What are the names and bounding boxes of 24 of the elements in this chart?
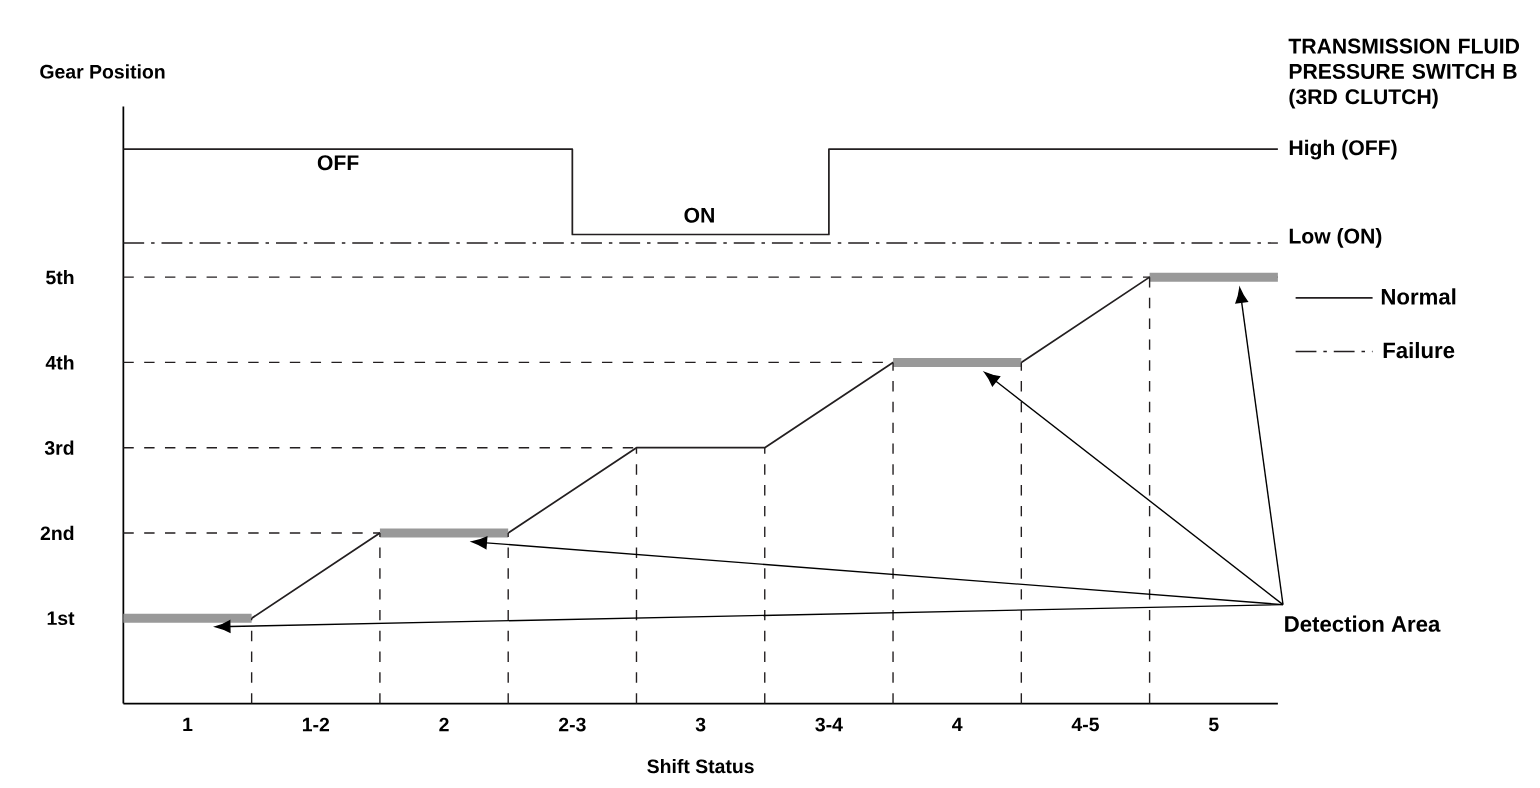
x-tick-label: 4: [952, 717, 963, 731]
x-tick-label: 5: [1208, 717, 1219, 731]
x-tick-label: 3-4: [815, 717, 843, 732]
text: Low (ON): [1289, 227, 1382, 248]
annotation: OFF: [317, 154, 359, 170]
x-tick-label: 1: [183, 717, 193, 731]
y-axis-title: Gear Position: [40, 64, 165, 79]
text: Detection Area: [1285, 615, 1441, 632]
x-tick-label: 2-3: [558, 717, 586, 732]
text: High (OFF): [1289, 139, 1397, 160]
y-tick-label: 4th: [45, 355, 74, 370]
x-axis-title: Shift Status: [647, 758, 754, 773]
annotation: ON: [684, 207, 714, 223]
x-tick-label: 1-2: [302, 717, 330, 732]
x-tick-label: 2: [439, 717, 449, 732]
y-tick-label: 5th: [46, 269, 74, 285]
y-tick-label: 1st: [47, 611, 75, 625]
text: TRANSMISSION FLUID PRESSURE SWITCH B (3RD CLUTCH): [1288, 38, 1520, 109]
legend-label: Failure: [1383, 341, 1455, 359]
x-tick-label: 3: [695, 717, 706, 732]
y-tick-label: 2nd: [40, 525, 74, 540]
x-tick-label: 4-5: [1071, 717, 1099, 731]
y-tick-label: 3rd: [44, 440, 74, 455]
legend-label: Normal: [1381, 288, 1456, 305]
